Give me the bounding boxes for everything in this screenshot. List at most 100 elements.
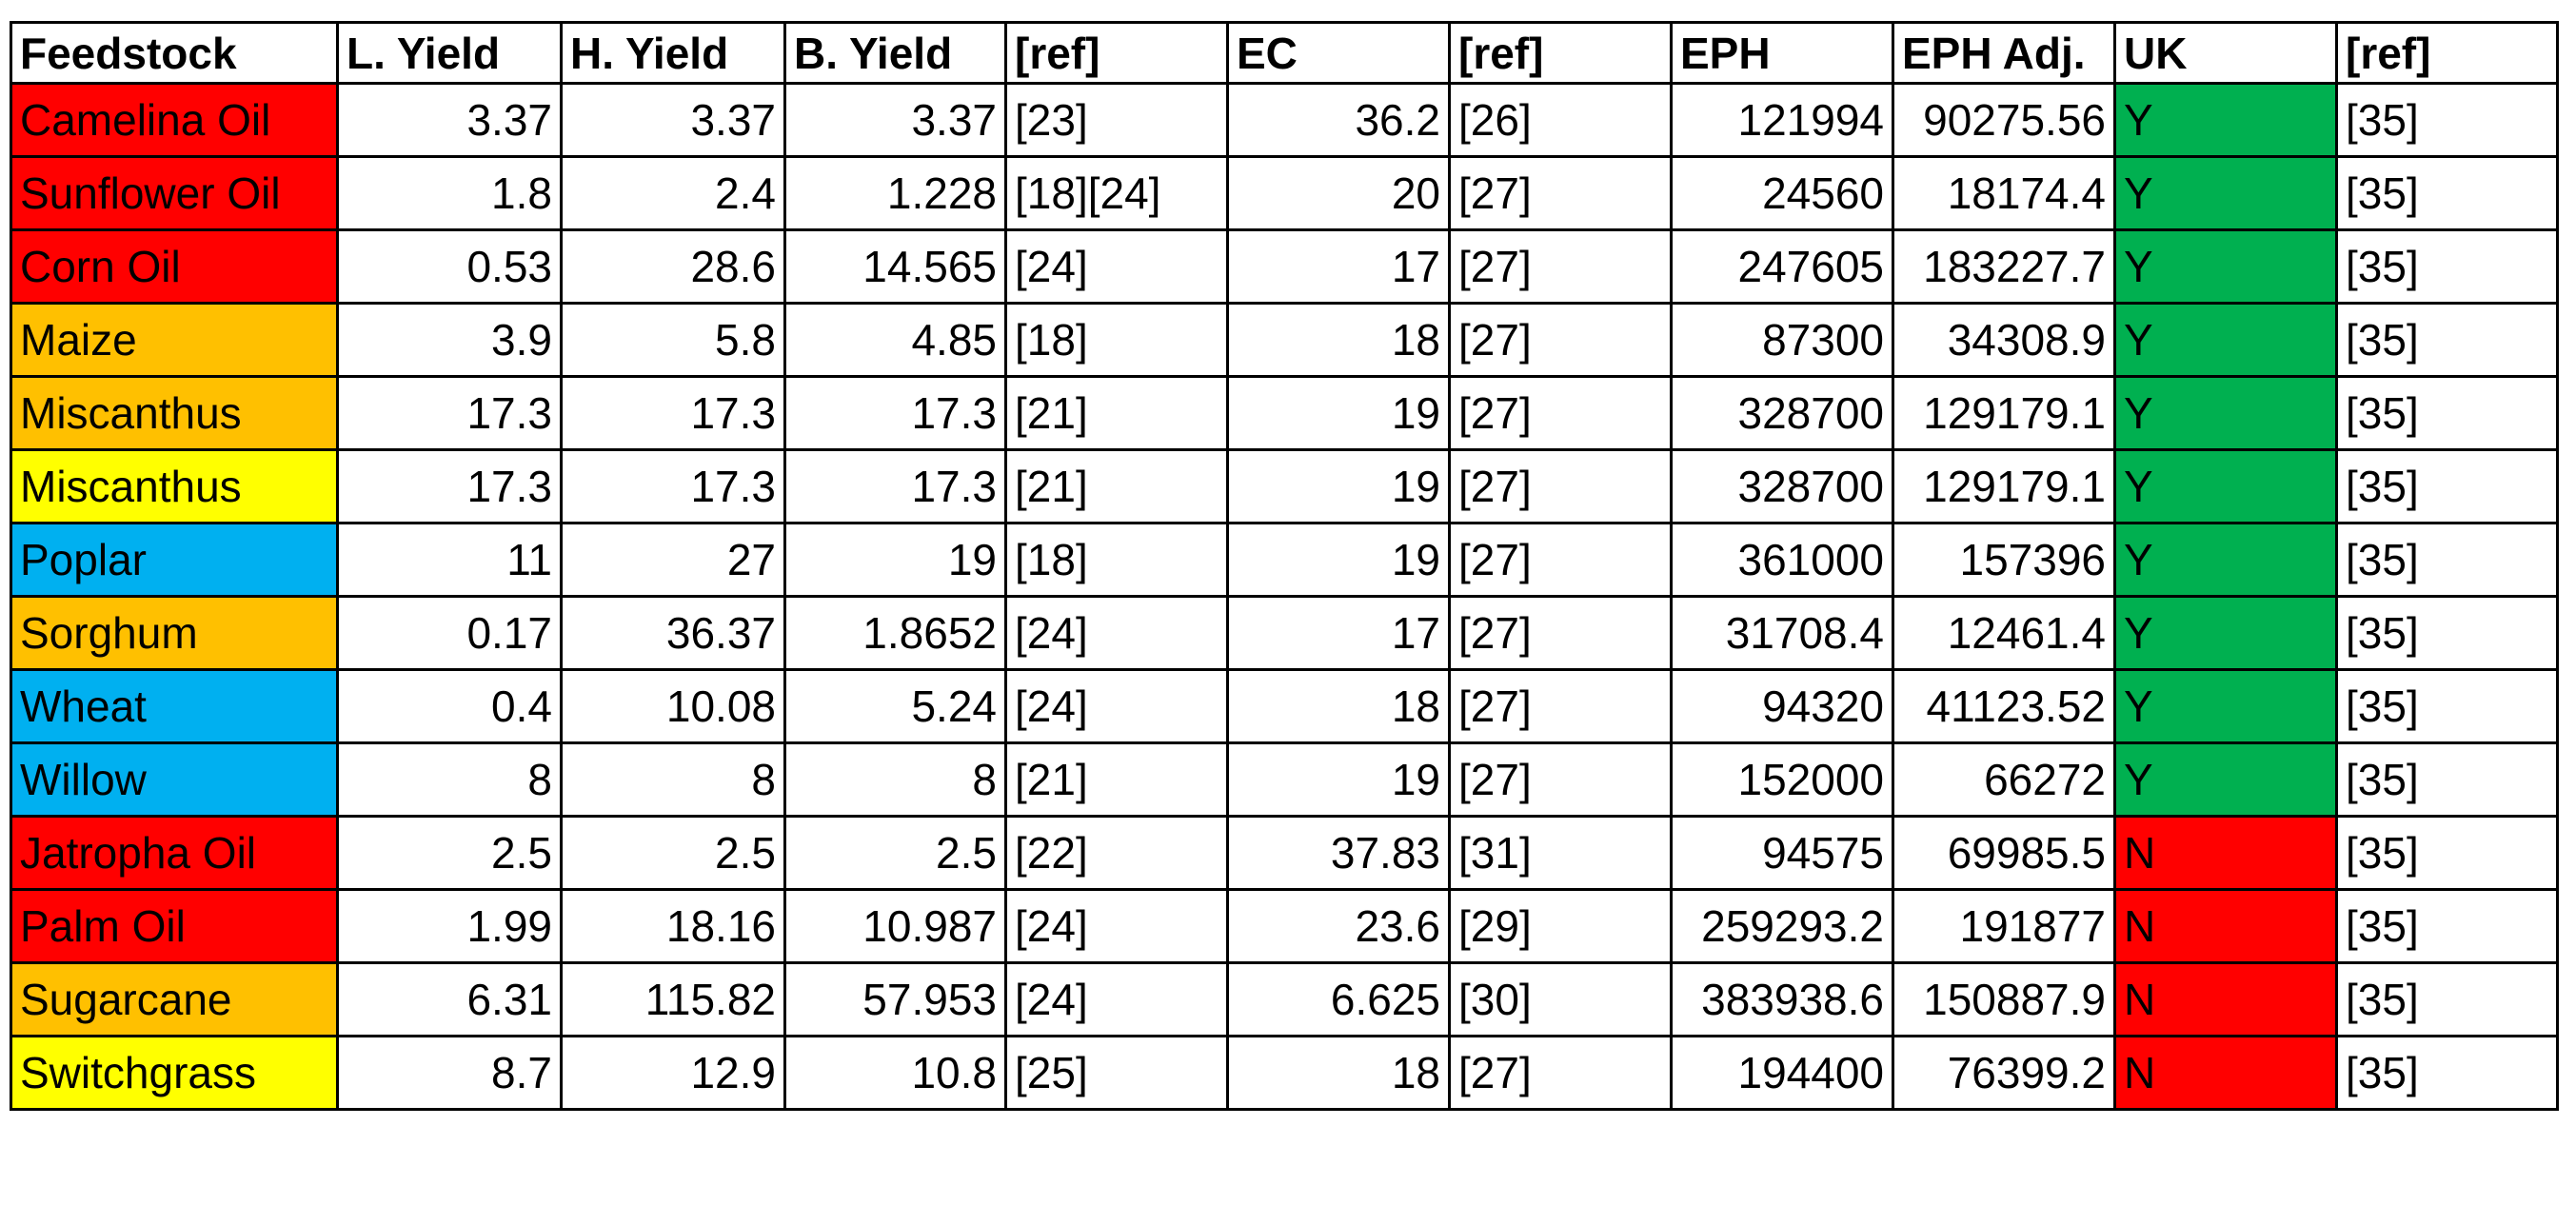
eph-adj-cell: 18174.4: [1892, 155, 2116, 231]
l-yield-cell: 17.3: [336, 448, 563, 524]
ec-ref-cell: [27]: [1448, 155, 1673, 231]
l-yield-cell: 17.3: [336, 375, 563, 451]
ec-cell: 36.2: [1226, 82, 1451, 158]
uk-ref-cell: [35]: [2335, 375, 2559, 451]
feedstock-cell: Palm Oil: [10, 888, 339, 964]
b-yield-cell: 10.987: [783, 888, 1007, 964]
uk-ref-cell: [35]: [2335, 522, 2559, 598]
uk-ref-cell: [35]: [2335, 448, 2559, 524]
table-row: Sugarcane 6.31 115.82 57.953 [24] 6.625 [30] 38…: [10, 961, 2559, 1037]
feedstock-cell: Willow: [10, 741, 339, 818]
feedstock-cell: Jatropha Oil: [10, 815, 339, 891]
ec-ref-cell: [31]: [1448, 815, 1673, 891]
header-h-yield: H. Yield: [560, 21, 786, 85]
yield-ref-cell: [21]: [1004, 375, 1229, 451]
eph-adj-cell: 191877: [1892, 888, 2116, 964]
b-yield-cell: 19: [783, 522, 1007, 598]
eph-cell: 259293.2: [1670, 888, 1894, 964]
uk-cell: N: [2113, 888, 2338, 964]
b-yield-cell: 2.5: [783, 815, 1007, 891]
b-yield-cell: 3.37: [783, 82, 1007, 158]
l-yield-cell: 11: [336, 522, 563, 598]
eph-adj-cell: 129179.1: [1892, 448, 2116, 524]
table-row: Switchgrass 8.7 12.9 10.8 [25] 18 [27] 194400 76…: [10, 1035, 2559, 1111]
table-row: Poplar 11 27 19 [18] 19 [27] 361000 157396 Y [35]: [10, 522, 2559, 598]
header-ref-yield: [ref]: [1004, 21, 1229, 85]
uk-cell: Y: [2113, 228, 2338, 305]
eph-cell: 361000: [1670, 522, 1894, 598]
header-uk: UK: [2113, 21, 2338, 85]
feedstock-cell: Wheat: [10, 668, 339, 744]
feedstock-cell: Miscanthus: [10, 448, 339, 524]
yield-ref-cell: [25]: [1004, 1035, 1229, 1111]
l-yield-cell: 0.53: [336, 228, 563, 305]
ec-cell: 19: [1226, 448, 1451, 524]
feedstock-cell: Maize: [10, 302, 339, 378]
yield-ref-cell: [18]: [1004, 302, 1229, 378]
eph-cell: 121994: [1670, 82, 1894, 158]
b-yield-cell: 1.8652: [783, 595, 1007, 671]
yield-ref-cell: [22]: [1004, 815, 1229, 891]
feedstock-cell: Camelina Oil: [10, 82, 339, 158]
h-yield-cell: 17.3: [560, 448, 786, 524]
feedstock-cell: Sugarcane: [10, 961, 339, 1037]
header-eph-adj: EPH Adj.: [1892, 21, 2116, 85]
ec-cell: 19: [1226, 522, 1451, 598]
uk-cell: Y: [2113, 595, 2338, 671]
h-yield-cell: 27: [560, 522, 786, 598]
h-yield-cell: 10.08: [560, 668, 786, 744]
uk-cell: Y: [2113, 522, 2338, 598]
ec-cell: 18: [1226, 1035, 1451, 1111]
table-row: Miscanthus 17.3 17.3 17.3 [21] 19 [27] 328700 12…: [10, 448, 2559, 524]
header-l-yield: L. Yield: [336, 21, 563, 85]
table-row: Willow 8 8 8 [21] 19 [27] 152000 66272 Y [35]: [10, 741, 2559, 818]
h-yield-cell: 5.8: [560, 302, 786, 378]
header-ec: EC: [1226, 21, 1451, 85]
ec-ref-cell: [27]: [1448, 302, 1673, 378]
eph-adj-cell: 69985.5: [1892, 815, 2116, 891]
b-yield-cell: 1.228: [783, 155, 1007, 231]
header-row: Feedstock L. Yield H. Yield B. Yield [re…: [10, 21, 2559, 85]
feedstock-cell: Miscanthus: [10, 375, 339, 451]
b-yield-cell: 10.8: [783, 1035, 1007, 1111]
b-yield-cell: 17.3: [783, 448, 1007, 524]
table-row: Maize 3.9 5.8 4.85 [18] 18 [27] 87300 34308.9 Y [3…: [10, 302, 2559, 378]
b-yield-cell: 14.565: [783, 228, 1007, 305]
feedstock-cell: Switchgrass: [10, 1035, 339, 1111]
eph-adj-cell: 150887.9: [1892, 961, 2116, 1037]
ec-cell: 19: [1226, 375, 1451, 451]
ec-cell: 6.625: [1226, 961, 1451, 1037]
ec-cell: 23.6: [1226, 888, 1451, 964]
uk-cell: Y: [2113, 375, 2338, 451]
yield-ref-cell: [24]: [1004, 228, 1229, 305]
uk-ref-cell: [35]: [2335, 961, 2559, 1037]
table-row: Wheat 0.4 10.08 5.24 [24] 18 [27] 94320 41123.52…: [10, 668, 2559, 744]
l-yield-cell: 8: [336, 741, 563, 818]
eph-cell: 94320: [1670, 668, 1894, 744]
eph-cell: 152000: [1670, 741, 1894, 818]
yield-ref-cell: [21]: [1004, 448, 1229, 524]
uk-ref-cell: [35]: [2335, 155, 2559, 231]
ec-cell: 20: [1226, 155, 1451, 231]
yield-ref-cell: [24]: [1004, 595, 1229, 671]
yield-ref-cell: [24]: [1004, 961, 1229, 1037]
ec-ref-cell: [26]: [1448, 82, 1673, 158]
ec-ref-cell: [30]: [1448, 961, 1673, 1037]
eph-cell: 194400: [1670, 1035, 1894, 1111]
ec-ref-cell: [27]: [1448, 668, 1673, 744]
l-yield-cell: 0.4: [336, 668, 563, 744]
header-ref-ec: [ref]: [1448, 21, 1673, 85]
h-yield-cell: 36.37: [560, 595, 786, 671]
h-yield-cell: 17.3: [560, 375, 786, 451]
ec-ref-cell: [27]: [1448, 228, 1673, 305]
yield-ref-cell: [24]: [1004, 668, 1229, 744]
yield-ref-cell: [21]: [1004, 741, 1229, 818]
ec-cell: 19: [1226, 741, 1451, 818]
uk-ref-cell: [35]: [2335, 82, 2559, 158]
uk-ref-cell: [35]: [2335, 228, 2559, 305]
table-row: Palm Oil 1.99 18.16 10.987 [24] 23.6 [29] 25929…: [10, 888, 2559, 964]
ec-ref-cell: [27]: [1448, 595, 1673, 671]
uk-ref-cell: [35]: [2335, 815, 2559, 891]
eph-adj-cell: 12461.4: [1892, 595, 2116, 671]
ec-ref-cell: [27]: [1448, 448, 1673, 524]
